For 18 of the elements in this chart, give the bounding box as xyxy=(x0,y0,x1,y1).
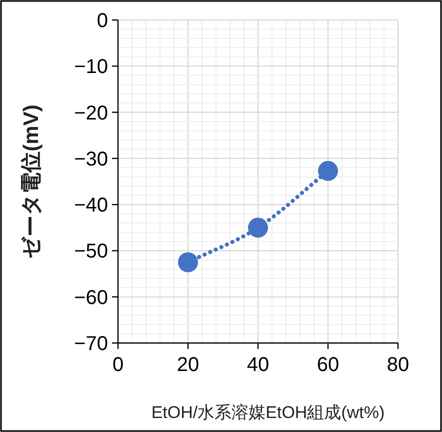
y-tick-label: −50 xyxy=(74,240,108,263)
point xyxy=(178,252,198,272)
x-tick-label: 60 xyxy=(316,354,340,376)
y-tick-label: −60 xyxy=(74,286,108,309)
point xyxy=(248,218,268,238)
y-axis-title: ゼータ電位(mV) xyxy=(20,104,43,258)
x-axis-title: EtOH/水系溶媒EtOH組成(wt%) xyxy=(151,403,385,422)
y-tick-label: 0 xyxy=(96,10,108,32)
y-tick-label: −30 xyxy=(74,148,108,170)
x-tick-label: 0 xyxy=(112,354,124,376)
x-tick-label: 20 xyxy=(176,354,200,376)
x-tick-label: 80 xyxy=(386,354,410,376)
x-tick-label: 40 xyxy=(246,354,270,376)
y-tick-label: −40 xyxy=(74,194,108,217)
y-tick-label: −10 xyxy=(74,56,108,78)
y-tick-label: −20 xyxy=(74,102,108,124)
point xyxy=(318,160,338,181)
y-tick-label: −70 xyxy=(74,333,108,355)
